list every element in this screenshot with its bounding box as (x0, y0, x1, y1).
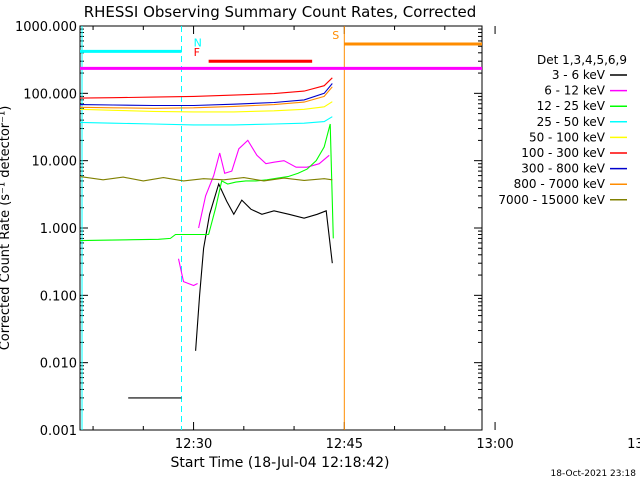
x-axis-label: Start Time (18-Jul-04 12:18:42) (170, 455, 389, 471)
x-tick-label: 12:30 (175, 437, 212, 452)
legend-entry-label: 6 - 12 keV (544, 84, 606, 98)
legend-entry-label: 100 - 300 keV (521, 146, 605, 160)
generation-timestamp: 18-Oct-2021 23:18 (551, 469, 637, 479)
series-1 (128, 184, 640, 398)
state-label: S (332, 29, 339, 42)
y-tick-label: 0.001 (40, 424, 77, 439)
state-label: F (194, 46, 200, 59)
y-tick-label: 0.010 (40, 357, 77, 372)
series-line (621, 101, 640, 110)
series-line (80, 117, 332, 125)
series-line (621, 178, 640, 183)
series-line (621, 140, 640, 233)
y-tick-label: 0.100 (40, 289, 77, 304)
series-line (80, 124, 333, 241)
legend-entry-label: 12 - 25 keV (537, 99, 606, 113)
y-tick-label: 1.000 (40, 222, 77, 237)
series-line (621, 184, 640, 272)
x-tick-label: 12:45 (326, 437, 363, 452)
y-axis-label: Corrected Count Rate (s⁻¹ detector⁻¹) (0, 106, 13, 351)
series-line (80, 84, 332, 106)
series-line (80, 177, 332, 181)
x-tick-label: 13:00 (476, 437, 513, 452)
y-tick-label: 1000.000 (15, 20, 77, 35)
plot-frame (80, 26, 482, 430)
legend-entry-label: 7000 - 15000 keV (498, 193, 605, 207)
series-line (80, 78, 332, 98)
legend-title: Det 1,3,4,5,6,9 (537, 53, 627, 67)
legend-entry-label: 50 - 100 keV (529, 130, 606, 144)
legend-entry-label: 800 - 7000 keV (514, 177, 606, 191)
chart-title: RHESSI Observing Summary Count Rates, Co… (84, 3, 477, 21)
legend-entry-label: 300 - 800 keV (521, 162, 605, 176)
legend-entry-label: 3 - 6 keV (552, 68, 606, 82)
series-line (621, 111, 640, 246)
series-line (621, 96, 640, 106)
series-line (196, 184, 333, 351)
legend-entry-label: 25 - 50 keV (537, 115, 606, 129)
y-tick-label: 100.000 (23, 87, 77, 102)
y-tick-label: 10.000 (32, 155, 78, 170)
x-tick-label: 13:15 (627, 437, 640, 452)
